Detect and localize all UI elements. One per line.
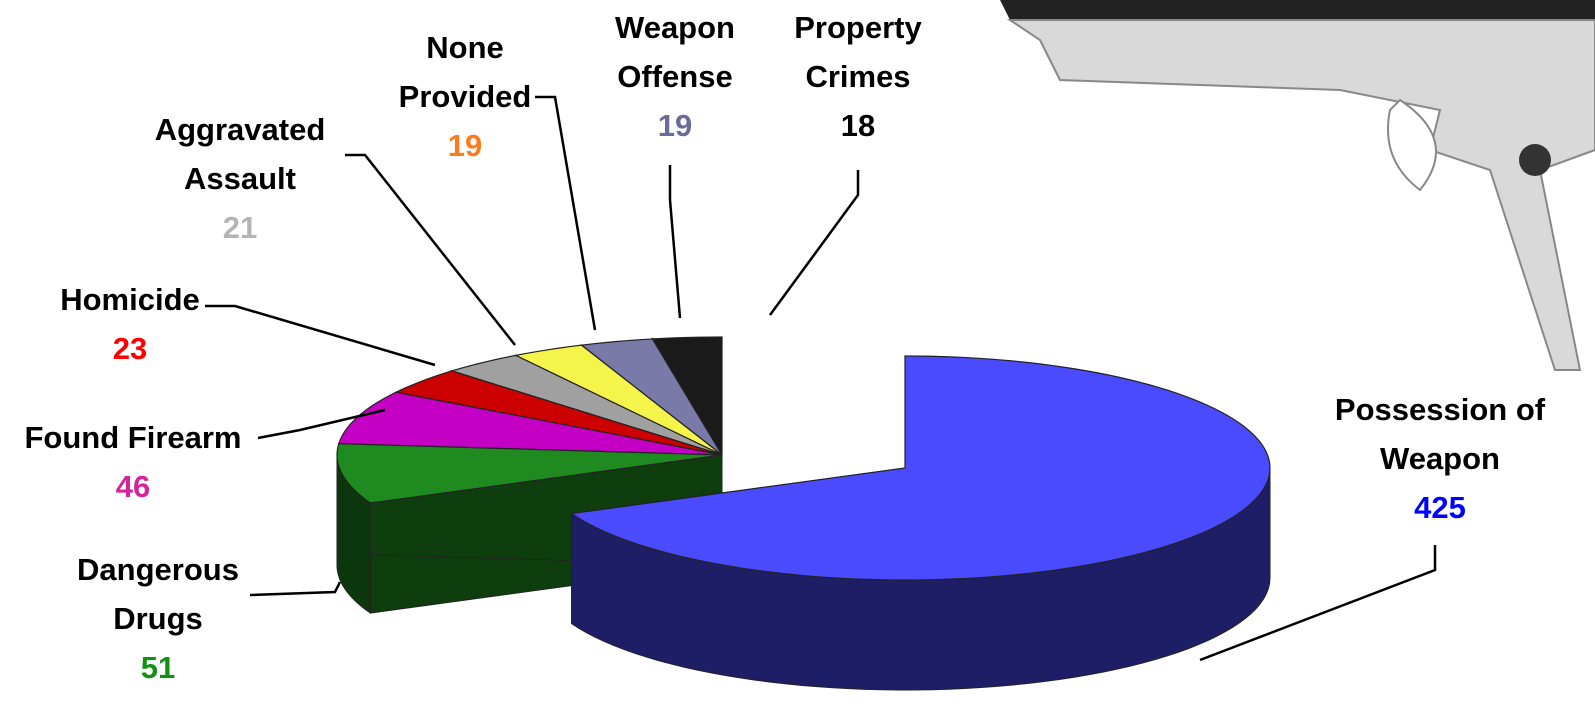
category-name: Dangerous Drugs	[53, 545, 263, 643]
category-name: Property Crimes	[773, 3, 943, 101]
pistol-illustration	[1000, 0, 1595, 370]
category-name: None Provided	[375, 23, 555, 121]
page: Possession of Weapon425 Dangerous Drugs51…	[0, 0, 1595, 704]
value-label: 21	[130, 203, 350, 252]
value-label: 425	[1305, 483, 1575, 532]
value-label: 46	[0, 462, 283, 511]
category-name: Aggravated Assault	[130, 105, 350, 203]
value-label: 19	[375, 121, 555, 170]
category-name: Found Firearm	[0, 413, 283, 462]
category-name: Weapon Offense	[590, 3, 760, 101]
category-name: Homicide	[30, 275, 230, 324]
value-label: 23	[30, 324, 230, 373]
category-name: Possession of Weapon	[1305, 385, 1575, 483]
value-label: 51	[53, 643, 263, 692]
value-label: 19	[590, 101, 760, 150]
value-label: 18	[773, 101, 943, 150]
pie	[337, 337, 1270, 690]
